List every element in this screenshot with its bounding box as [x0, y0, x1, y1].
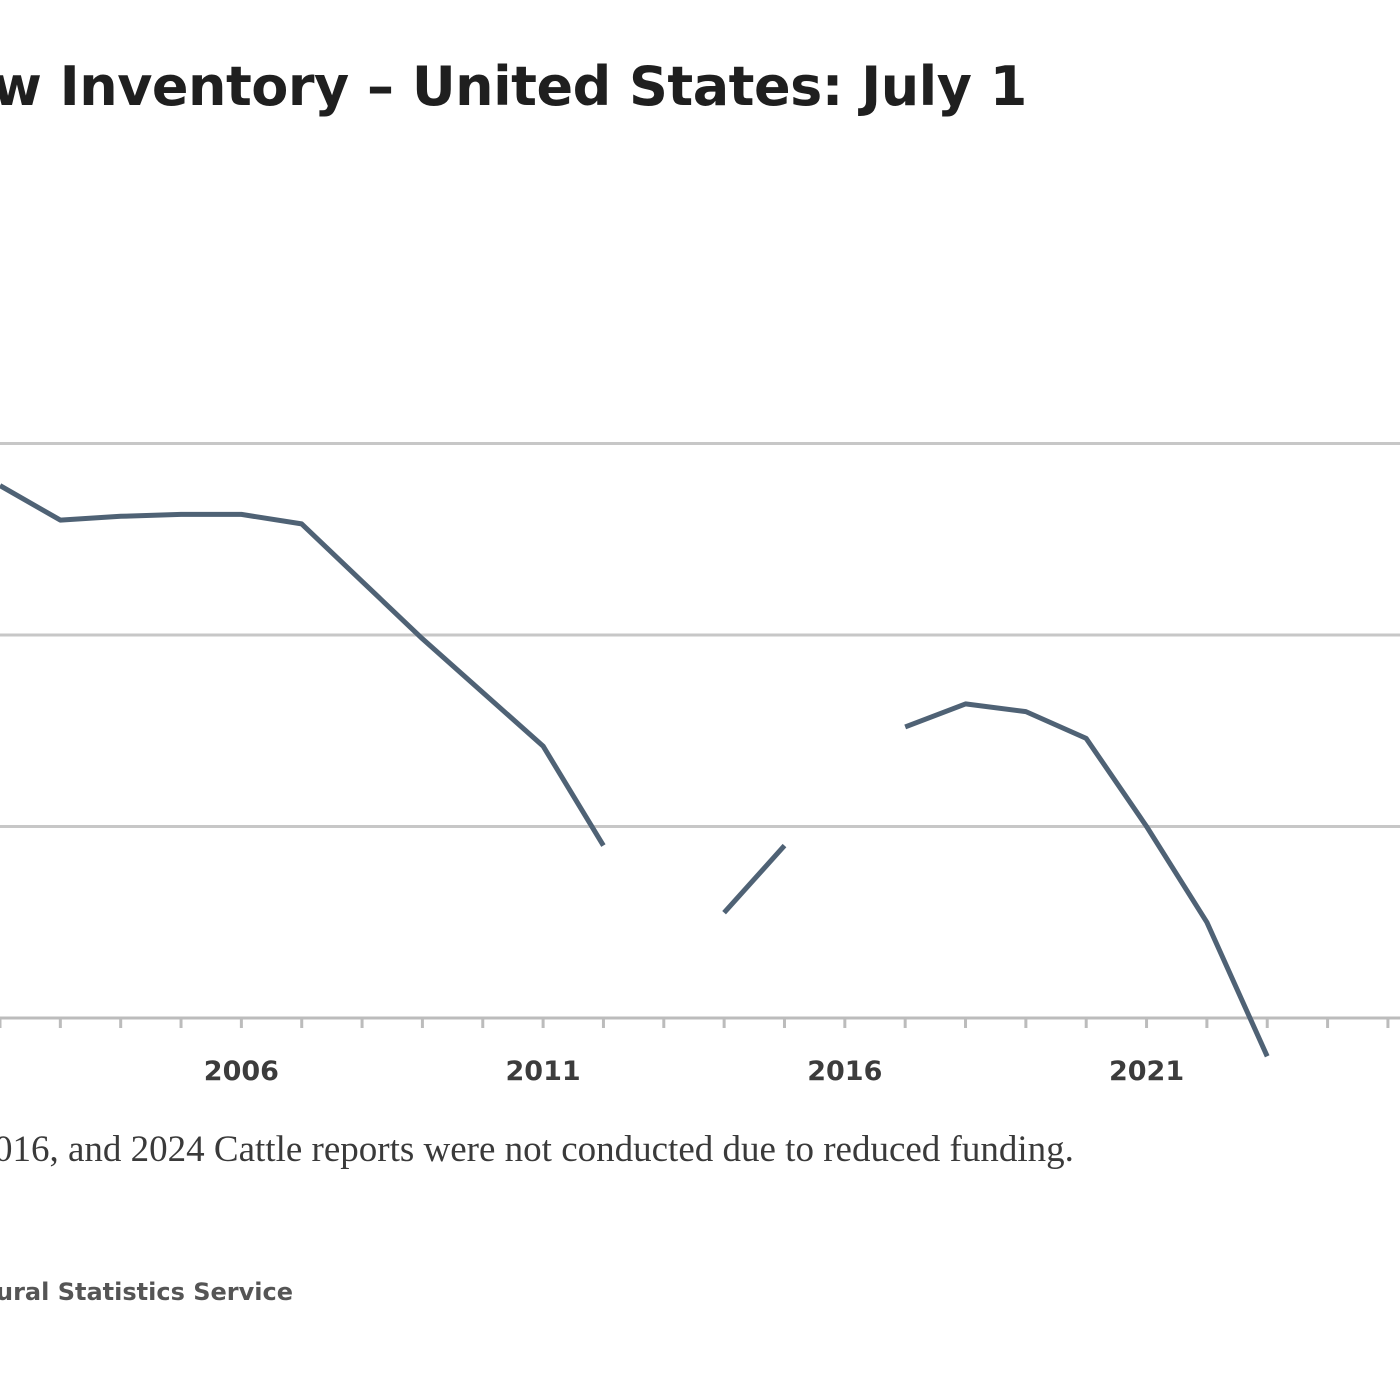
chart-title: w Inventory – United States: July 1	[0, 55, 1027, 118]
x-tick-label: 2021	[1109, 1056, 1184, 1087]
series-line-segment	[722, 843, 787, 915]
source-note: ural Statistics Service	[0, 1278, 293, 1306]
footnote: 016, and 2024 Cattle reports were not co…	[0, 1129, 1074, 1170]
x-tick-label: 2006	[204, 1056, 279, 1087]
x-tick-label: 2016	[807, 1056, 882, 1087]
series-line-segment	[904, 701, 1270, 1058]
x-tick-label: 2011	[506, 1056, 581, 1087]
series-line-segment	[0, 483, 606, 847]
